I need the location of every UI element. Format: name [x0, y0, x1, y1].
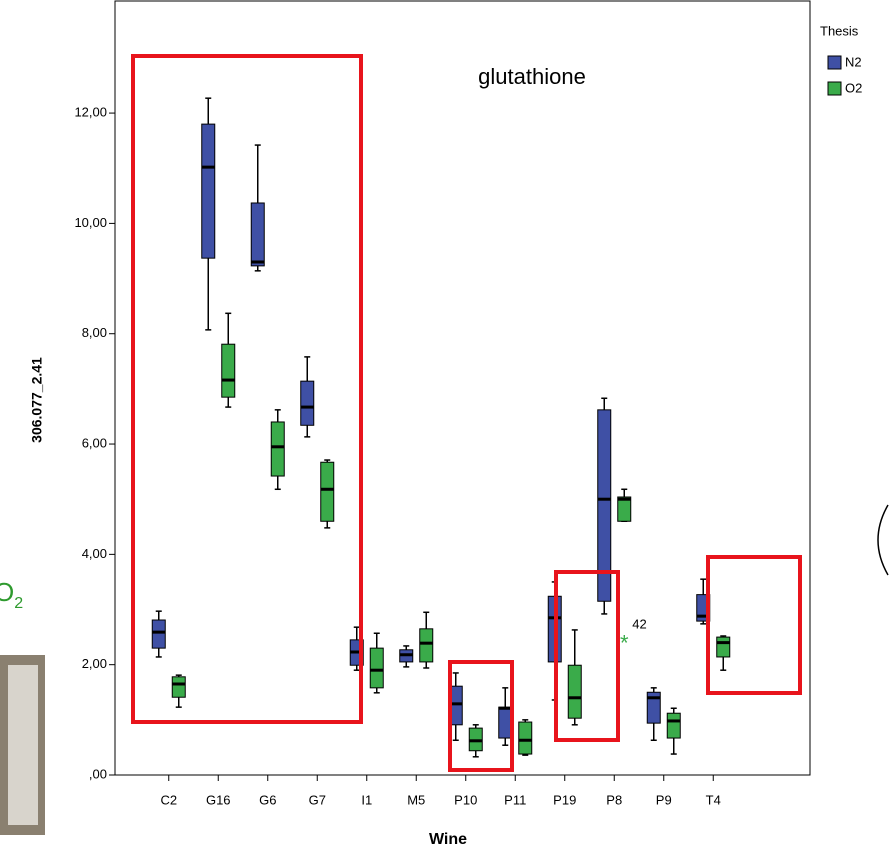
box	[646, 691, 661, 724]
legend-swatch	[827, 55, 842, 70]
box	[498, 706, 513, 739]
annotation: glutathione	[478, 64, 586, 89]
box	[419, 628, 434, 663]
y-tick-label: 10,00	[74, 215, 107, 230]
box	[716, 636, 731, 658]
box	[369, 647, 384, 689]
legend-label: O2	[845, 80, 862, 95]
x-tick-label: G6	[259, 792, 276, 807]
x-tick-label: C2	[160, 792, 177, 807]
box	[221, 343, 236, 398]
legend-title: Thesis	[820, 23, 859, 38]
box	[666, 712, 681, 739]
y-tick-label: 4,00	[82, 546, 107, 561]
x-tick-label: P8	[606, 792, 622, 807]
box	[151, 619, 166, 649]
bottle-photo-label	[8, 665, 38, 825]
box	[597, 409, 612, 602]
x-tick-label: I1	[361, 792, 372, 807]
x-tick-label: P11	[504, 792, 526, 807]
box	[320, 461, 335, 522]
y-tick-label: 6,00	[82, 435, 107, 450]
x-tick-label: P9	[656, 792, 672, 807]
box	[617, 496, 632, 522]
legend-swatch	[827, 81, 842, 96]
side-bracket	[877, 504, 889, 576]
x-tick-label: T4	[706, 792, 721, 807]
box	[518, 721, 533, 755]
y-tick-label: 8,00	[82, 325, 107, 340]
x-tick-label: G7	[309, 792, 326, 807]
y-axis-title: 306.077_2.41	[29, 357, 45, 443]
side-label: O2	[0, 577, 23, 612]
highlight-box	[706, 555, 802, 695]
box	[171, 676, 186, 698]
outlier: *	[620, 631, 629, 656]
box	[250, 202, 265, 267]
x-tick-label: P10	[454, 792, 477, 807]
outlier-label: 42	[632, 616, 646, 631]
highlight-box	[554, 570, 620, 742]
plot-frame	[114, 0, 811, 776]
highlight-box	[448, 660, 514, 772]
y-tick-label: ,00	[89, 766, 107, 781]
x-tick-label: P19	[553, 792, 576, 807]
box	[270, 421, 285, 477]
x-tick-label: G16	[206, 792, 231, 807]
box	[567, 664, 582, 719]
x-axis-title: Wine	[429, 831, 467, 848]
x-tick-label: M5	[407, 792, 425, 807]
y-tick-label: 12,00	[74, 105, 107, 120]
legend-label: N2	[845, 54, 862, 69]
box	[300, 380, 315, 426]
box	[201, 123, 216, 259]
highlight-box	[131, 54, 363, 724]
y-tick-label: 2,00	[82, 656, 107, 671]
